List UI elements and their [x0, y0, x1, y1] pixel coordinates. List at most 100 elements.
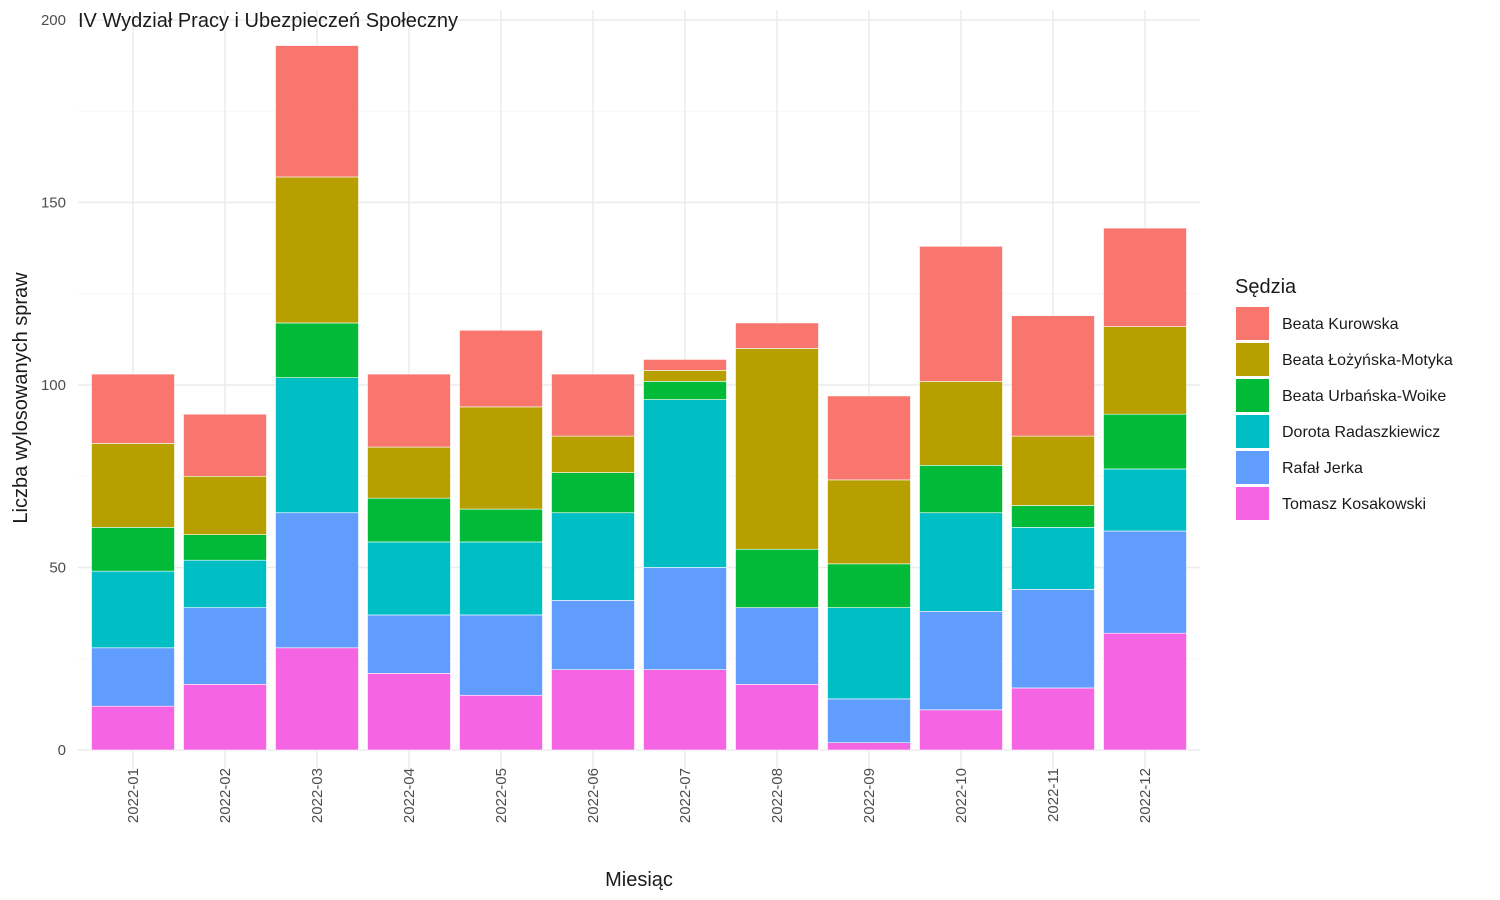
bar-segment	[1011, 315, 1095, 437]
bar-segment	[827, 742, 911, 751]
x-tick-label: 2022-10	[953, 768, 970, 823]
bar-segment	[91, 527, 175, 572]
legend-swatch	[1236, 487, 1269, 520]
bar-segment	[735, 683, 819, 751]
bar-segment	[275, 512, 359, 649]
bar-segment	[551, 600, 635, 670]
bar-segment	[459, 329, 543, 408]
bar-segment	[459, 614, 543, 696]
x-tick-label: 2022-05	[493, 768, 510, 823]
legend-label: Beata Łożyńska-Motyka	[1282, 352, 1453, 369]
bar-segment	[551, 373, 635, 437]
bar-segment	[275, 176, 359, 324]
bar-segment	[367, 673, 451, 751]
bar-segment	[275, 45, 359, 178]
x-axis-title: Miesiąc	[605, 869, 673, 891]
bar-segment	[643, 359, 727, 371]
bar-segment	[1011, 435, 1095, 506]
bar-segment	[183, 559, 267, 608]
bar-segment	[91, 705, 175, 751]
bar-segment	[367, 614, 451, 674]
bar-segment	[91, 647, 175, 707]
bar-segment	[827, 479, 911, 565]
legend-label: Rafał Jerka	[1282, 460, 1363, 477]
y-tick-label: 100	[41, 377, 66, 394]
bar-segment	[827, 563, 911, 608]
legend-label: Beata Kurowska	[1282, 316, 1399, 333]
bar-segment	[643, 669, 727, 751]
y-tick-label: 0	[58, 742, 66, 759]
bar-segment	[183, 683, 267, 751]
bar-segment	[183, 475, 267, 535]
bar-segment	[1103, 227, 1187, 327]
bar-segment	[91, 373, 175, 444]
bar-segment	[1011, 589, 1095, 689]
bar-segment	[1103, 632, 1187, 751]
bar-segment	[183, 413, 267, 477]
legend-label: Beata Urbańska-Woike	[1282, 388, 1446, 405]
bar-segment	[919, 512, 1003, 612]
bar-segment	[1103, 530, 1187, 634]
bar-segment	[1011, 527, 1095, 590]
bar-segment	[183, 607, 267, 685]
x-tick-label: 2022-03	[309, 768, 326, 823]
bar-segment	[1011, 687, 1095, 751]
x-tick-label: 2022-06	[585, 768, 602, 823]
bar-segment	[551, 472, 635, 514]
x-tick-label: 2022-08	[769, 768, 786, 823]
bar-segment	[1103, 468, 1187, 532]
bar-segment	[827, 395, 911, 481]
y-tick-label: 50	[49, 560, 66, 577]
x-tick-label: 2022-04	[401, 768, 418, 823]
x-tick-label: 2022-02	[217, 768, 234, 823]
bar-segment	[1103, 326, 1187, 415]
bar-segment	[735, 322, 819, 349]
y-tick-label: 200	[41, 12, 66, 29]
bar-segment	[459, 508, 543, 543]
bar-segment	[367, 373, 451, 448]
bar-segment	[91, 570, 175, 649]
bar-segment	[643, 567, 727, 670]
chart-title: IV Wydział Pracy i Ubezpieczeń Społeczny	[78, 10, 458, 32]
bar-segment	[919, 610, 1003, 711]
bar-segment	[367, 497, 451, 543]
bar-segment	[919, 464, 1003, 514]
bar-segment	[735, 607, 819, 685]
legend-swatch	[1236, 307, 1269, 340]
x-tick-label: 2022-01	[125, 768, 142, 823]
bar-segment	[735, 348, 819, 550]
legend-swatch	[1236, 451, 1269, 484]
legend-label: Tomasz Kosakowski	[1282, 496, 1426, 513]
bar-segment	[1011, 505, 1095, 528]
y-tick-labels: 0 50 100 150 200	[41, 12, 66, 759]
bar-segment	[551, 435, 635, 473]
bar-segment	[735, 548, 819, 608]
bar-segment	[551, 669, 635, 751]
legend: Sędzia Beata Kurowska Beata Łożyńska-Moty…	[1235, 276, 1453, 520]
bar-segment	[275, 377, 359, 514]
bar-segment	[459, 541, 543, 616]
bar-segment	[459, 694, 543, 751]
bar-segment	[827, 607, 911, 700]
bar-segment	[275, 322, 359, 379]
bar-segment	[919, 709, 1003, 751]
bar-segment	[919, 246, 1003, 382]
y-tick-label: 150	[41, 195, 66, 212]
legend-swatch	[1236, 379, 1269, 412]
legend-swatch	[1236, 415, 1269, 448]
bar-segment	[183, 534, 267, 561]
bar-segment	[1103, 413, 1187, 470]
legend-label: Dorota Radaszkiewicz	[1282, 424, 1440, 441]
legend-items: Beata Kurowska Beata Łożyńska-Motyka Beata…	[1236, 307, 1453, 520]
x-tick-label: 2022-12	[1137, 768, 1154, 823]
bar-segment	[367, 446, 451, 499]
y-axis-title: Liczba wylosowanych spraw	[10, 272, 32, 524]
bar-segment	[643, 381, 727, 400]
bar-segment	[827, 698, 911, 744]
x-tick-labels: 2022-01 2022-02 2022-03 2022-04 2022-05 2022-…	[125, 768, 1154, 823]
x-tick-label: 2022-07	[677, 768, 694, 823]
x-tick-label: 2022-11	[1045, 768, 1062, 822]
bar-segment	[643, 399, 727, 568]
bar-segment	[643, 370, 727, 382]
